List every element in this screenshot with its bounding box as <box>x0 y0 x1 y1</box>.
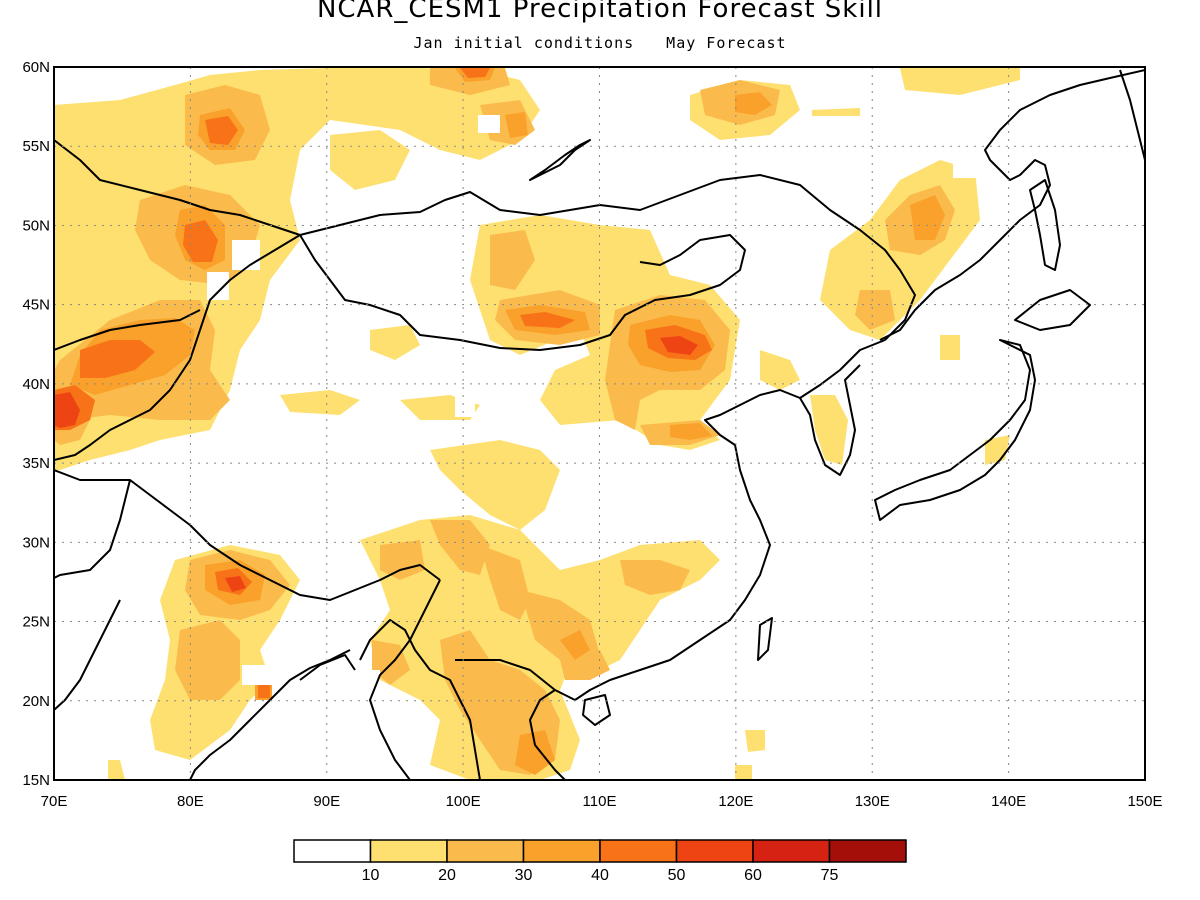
japan-outline <box>874 339 1036 521</box>
lat-label-20N: 20N <box>22 693 50 710</box>
lon-label-130E: 130E <box>855 793 890 810</box>
colorbar-swatch-4 <box>599 839 678 863</box>
lon-label-120E: 120E <box>718 793 753 810</box>
mongolia-border <box>299 234 746 351</box>
baikal-outline <box>529 139 591 181</box>
lon-label-90E: 90E <box>313 793 340 810</box>
colorbar-label-30: 30 <box>515 867 533 884</box>
central-asia-borders <box>54 139 301 351</box>
colorbar-swatch-1 <box>369 839 448 863</box>
map-subtitle: Jan initial conditions May Forecast <box>0 34 1200 52</box>
china-west-border <box>54 234 301 461</box>
longitude-labels: 70E 80E 90E 100E 110E 120E 130E 140E 150E <box>41 793 1163 810</box>
colorbar-swatch-3 <box>522 839 601 863</box>
skill-level-50-60 <box>54 336 698 592</box>
lon-label-140E: 140E <box>991 793 1026 810</box>
lat-label-50N: 50N <box>22 217 50 234</box>
hainan-outline <box>582 694 611 726</box>
lon-label-150E: 150E <box>1127 793 1162 810</box>
lat-label-40N: 40N <box>22 376 50 393</box>
lat-label-35N: 35N <box>22 455 50 472</box>
bengal-coast <box>299 654 356 681</box>
kamchatka-outline <box>1119 69 1145 161</box>
colorbar-swatch-7 <box>828 839 907 863</box>
colorbar-label-75: 75 <box>821 867 839 884</box>
colorbar-label-60: 60 <box>744 867 762 884</box>
colorbar-label-40: 40 <box>591 867 609 884</box>
colorbar-swatch-2 <box>446 839 525 863</box>
lat-label-55N: 55N <box>22 138 50 155</box>
colorbar-swatch-0 <box>293 839 372 863</box>
lat-label-30N: 30N <box>22 534 50 551</box>
lat-label-45N: 45N <box>22 297 50 314</box>
colorbar-label-20: 20 <box>438 867 456 884</box>
map-title: NCAR_CESM1 Precipitation Forecast Skill <box>316 0 884 24</box>
coastlines-and-borders <box>54 69 1145 780</box>
lon-label-100E: 100E <box>446 793 481 810</box>
india-west-border <box>54 469 131 579</box>
himalaya-border <box>129 479 441 601</box>
taiwan-outline <box>757 617 773 661</box>
forecast-month-label: May Forecast <box>666 34 787 52</box>
sakhalin-outline <box>1029 179 1061 271</box>
colorbar-swatch-5 <box>675 839 754 863</box>
lat-label-60N: 60N <box>22 59 50 76</box>
grid-lines <box>54 67 1145 780</box>
colorbar-label-50: 50 <box>668 867 686 884</box>
korea-china-coast <box>574 339 886 701</box>
colorbar-swatch-6 <box>752 839 831 863</box>
skill-level-40-50 <box>54 68 712 698</box>
lat-label-15N: 15N <box>22 772 50 789</box>
skill-shading <box>54 68 1020 780</box>
pacific-coast-russia <box>879 69 1145 341</box>
initial-conditions-label: Jan initial conditions <box>413 34 635 52</box>
burma-border <box>369 579 556 780</box>
plot-frame <box>53 66 1146 781</box>
latitude-labels: 15N 20N 25N 30N 35N 40N 45N 50N 55N 60N <box>22 59 50 789</box>
lon-label-80E: 80E <box>177 793 204 810</box>
colorbar-label-10: 10 <box>362 867 380 884</box>
colorbar: 10 20 30 40 50 60 75 <box>293 839 907 884</box>
hokkaido-outline <box>1014 289 1091 331</box>
lat-label-25N: 25N <box>22 614 50 631</box>
lon-label-70E: 70E <box>41 793 68 810</box>
northern-border <box>299 174 916 341</box>
lon-label-110E: 110E <box>583 793 617 810</box>
